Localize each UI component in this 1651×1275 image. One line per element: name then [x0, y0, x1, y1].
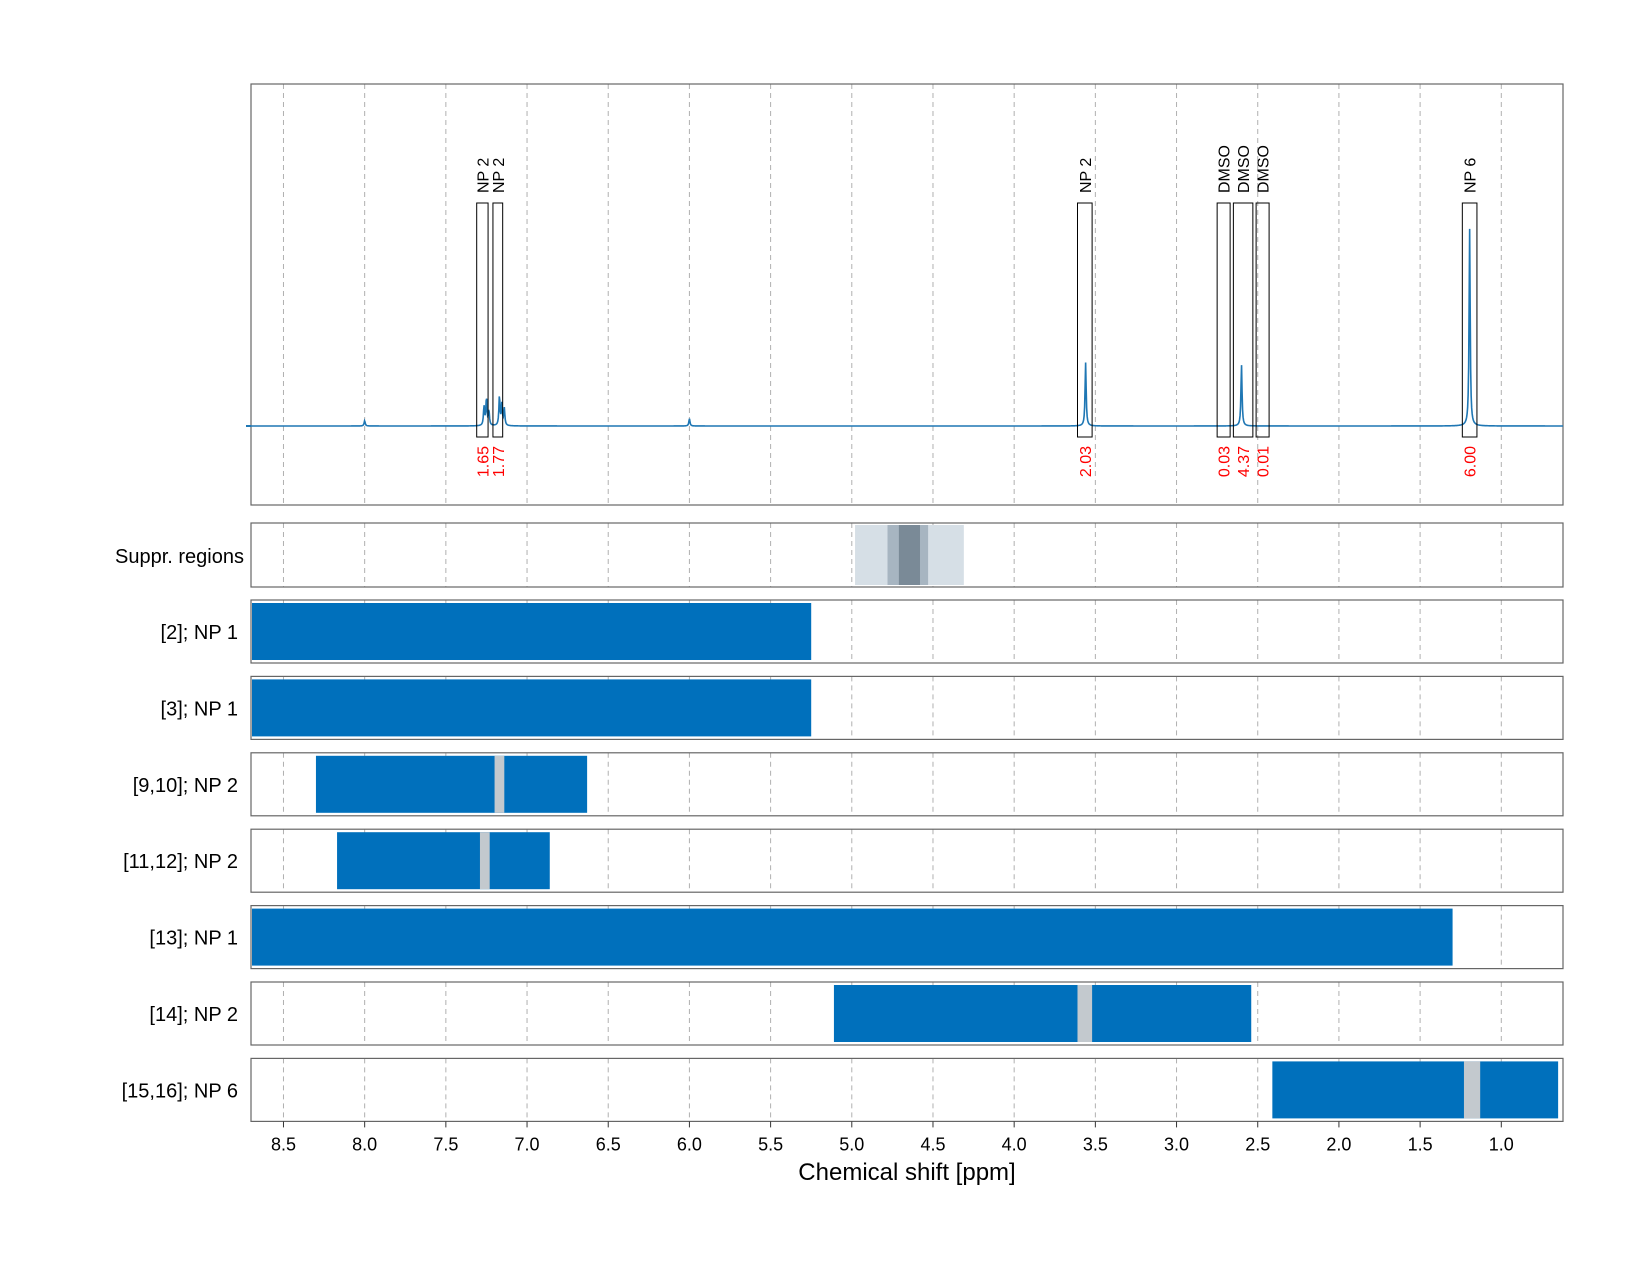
track-row: [2]; NP 1	[161, 599, 1564, 664]
track-bar	[337, 832, 550, 890]
track-label: [2]; NP 1	[161, 622, 238, 644]
track-label: [3]; NP 1	[161, 698, 238, 720]
x-tick-label: 2.0	[1326, 1134, 1351, 1154]
x-tick-label: 7.0	[515, 1134, 540, 1154]
track-row: [14]; NP 2	[149, 981, 1564, 1046]
x-tick-label: 7.5	[433, 1134, 458, 1154]
x-tick-label: 2.5	[1245, 1134, 1270, 1154]
x-tick-label: 6.0	[677, 1134, 702, 1154]
peak-label: NP 2	[491, 158, 508, 193]
track-bar	[252, 679, 812, 737]
peak-label: NP 6	[1463, 158, 1480, 193]
track-label: [15,16]; NP 6	[122, 1080, 238, 1102]
track-label: [13]; NP 1	[149, 928, 238, 950]
track-label: [14]; NP 2	[149, 1004, 238, 1026]
peak-integral: 2.03	[1078, 446, 1095, 477]
track-frame	[250, 981, 1564, 1046]
x-axis: 8.5 8.0 7.5 7.0 6.5 6.0 5.5 5.0 4.5 4.0 3.5 3.0 2.5 2…	[271, 1121, 1514, 1154]
peak-label: NP 2	[475, 158, 492, 193]
x-tick-label: 4.5	[920, 1134, 945, 1154]
peak-box	[1255, 202, 1270, 438]
x-tick-label: 3.0	[1164, 1134, 1189, 1154]
suppressed-label: Suppr. regions	[115, 546, 244, 568]
track-row: [9,10]; NP 2	[133, 752, 1564, 817]
spectrum-line	[251, 228, 1563, 427]
track-row: [11,12]; NP 2	[123, 828, 1564, 893]
track-bar	[252, 603, 812, 660]
track-frame	[250, 752, 1564, 817]
x-tick-label: 1.0	[1489, 1134, 1514, 1154]
track-gap	[494, 755, 505, 813]
track-bar	[315, 755, 588, 813]
track-label: [9,10]; NP 2	[133, 775, 238, 797]
x-tick-label: 8.0	[352, 1134, 377, 1154]
peak-integral: 1.65	[475, 446, 492, 477]
peak-integral: 4.37	[1236, 446, 1253, 477]
x-tick-label: 5.5	[758, 1134, 783, 1154]
track-gap	[1077, 985, 1093, 1042]
track-bar	[1272, 1061, 1559, 1119]
suppressed-frame	[250, 522, 1564, 588]
peak-label: DMSO	[1256, 145, 1273, 193]
x-tick-label: 6.5	[596, 1134, 621, 1154]
track-row: [13]; NP 1	[149, 904, 1564, 970]
peak-box	[1461, 202, 1478, 438]
track-gap	[479, 832, 490, 890]
track-label: [11,12]; NP 2	[123, 851, 238, 873]
track-frame	[250, 675, 1564, 741]
track-bar	[252, 908, 1453, 966]
peak-integral: 1.77	[491, 446, 508, 477]
track-bar	[833, 985, 1252, 1042]
peak-label: NP 2	[1078, 158, 1095, 193]
peak-box	[492, 202, 504, 438]
peak-box	[1232, 202, 1254, 438]
x-tick-label: 4.0	[1002, 1134, 1027, 1154]
track-frame	[250, 599, 1564, 664]
track-gap	[1463, 1061, 1481, 1119]
track-frame	[250, 1057, 1564, 1123]
suppressed-regions-panel: Suppr. regions	[115, 522, 1564, 588]
track-row: [15,16]; NP 6	[122, 1057, 1564, 1123]
x-tick-label: 1.5	[1408, 1134, 1433, 1154]
peak-box	[1216, 202, 1231, 438]
peak-label: DMSO	[1217, 145, 1234, 193]
peak-integral: 0.01	[1256, 446, 1273, 477]
track-frame	[250, 904, 1564, 970]
spectrum-frame	[250, 83, 1564, 506]
peak-box	[1076, 202, 1093, 438]
track-row: [3]; NP 1	[161, 675, 1564, 741]
peak-integral: 6.00	[1463, 446, 1480, 477]
x-tick-label: 3.5	[1083, 1134, 1108, 1154]
x-tick-label: 8.5	[271, 1134, 296, 1154]
x-axis-label: Chemical shift [ppm]	[798, 1159, 1015, 1186]
suppressed-band	[898, 525, 920, 585]
x-tick-label: 5.0	[839, 1134, 864, 1154]
spectrum-panel: NP 2 1.65 NP 2 1.77 NP 2 2.03 DMSO 0.03 DMSO 4.37…	[246, 83, 1564, 506]
peak-integral: 0.03	[1217, 446, 1234, 477]
peak-box	[476, 202, 489, 438]
assignment-tracks: [2]; NP 1 [3]; NP 1 [9,10]; NP 2 [11,12]; N…	[122, 599, 1564, 1123]
track-frame	[250, 828, 1564, 893]
peak-label: DMSO	[1236, 145, 1253, 193]
